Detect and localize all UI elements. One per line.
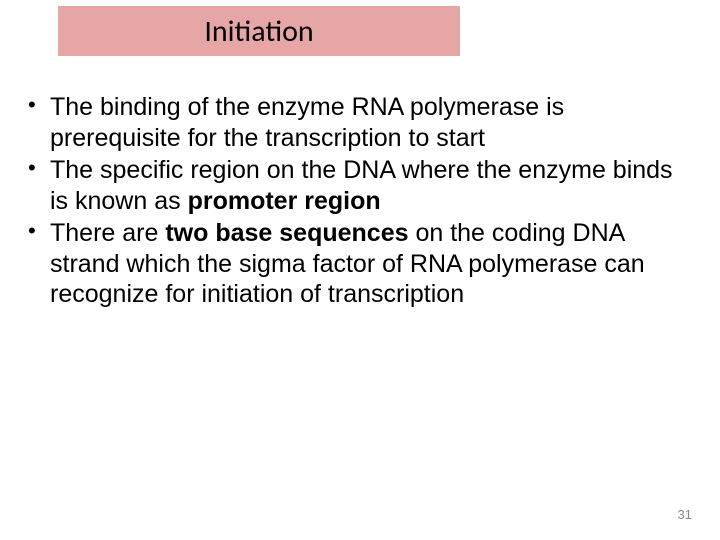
title-band: Initiation xyxy=(58,6,460,56)
slide-title: Initiation xyxy=(204,13,313,50)
page-number: 31 xyxy=(678,507,692,522)
bullet-text-segment: two base sequences xyxy=(165,219,415,247)
bullet-text-segment: The binding of the enzyme RNA polymerase… xyxy=(50,93,564,152)
bullet-text-segment: promoter region xyxy=(188,187,381,215)
bullet-item: The binding of the enzyme RNA polymerase… xyxy=(20,92,690,153)
bullet-list: The binding of the enzyme RNA polymerase… xyxy=(20,92,690,310)
content-area: The binding of the enzyme RNA polymerase… xyxy=(20,92,690,312)
bullet-text-segment: There are xyxy=(50,219,165,247)
bullet-item: There are two base sequences on the codi… xyxy=(20,218,690,310)
bullet-item: The specific region on the DNA where the… xyxy=(20,155,690,216)
